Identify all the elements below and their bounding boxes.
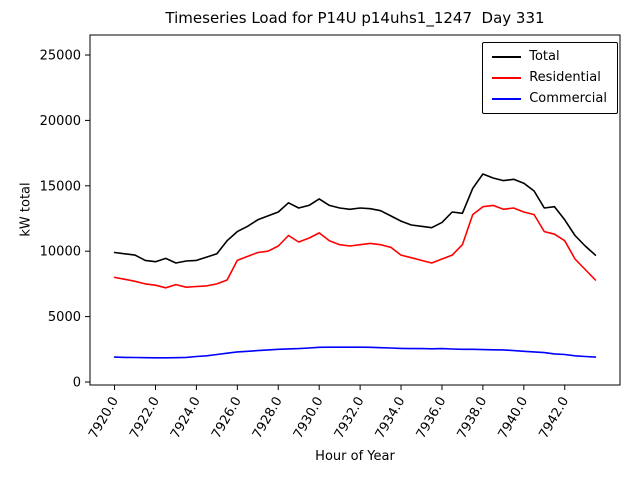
legend-label-residential: Residential xyxy=(529,70,601,85)
legend-swatch-total xyxy=(492,56,522,58)
legend-swatch-residential xyxy=(492,77,522,79)
y-tick-label: 15000 xyxy=(40,179,81,194)
series-line-total xyxy=(113,173,597,264)
legend-item-commercial: Commercial xyxy=(492,92,607,106)
x-tick-label: 7936.0 xyxy=(414,395,450,442)
y-tick-label: 0 xyxy=(73,375,81,390)
plot-border xyxy=(89,34,621,386)
x-axis-label: Hour of Year xyxy=(315,449,395,464)
y-axis-label: kW total xyxy=(18,182,34,237)
x-tick-label: 7932.0 xyxy=(332,395,368,442)
chart-title: Timeseries Load for P14U p14uhs1_1247 Da… xyxy=(165,9,545,27)
legend-swatch-commercial xyxy=(492,98,522,100)
x-tick-label: 7926.0 xyxy=(209,395,245,442)
x-tick-label: 7928.0 xyxy=(250,395,286,442)
x-tick-label: 7920.0 xyxy=(86,395,122,442)
x-tick-label: 7924.0 xyxy=(168,395,204,442)
legend-label-total: Total xyxy=(529,49,560,64)
y-tick-label: 5000 xyxy=(48,310,81,325)
x-tick-label: 7934.0 xyxy=(373,395,409,442)
y-tick-label: 10000 xyxy=(40,245,81,260)
series-line-residential xyxy=(113,204,597,289)
x-tick-label: 7938.0 xyxy=(455,395,491,442)
legend-item-total: Total xyxy=(492,50,607,64)
series-line-commercial xyxy=(113,346,597,359)
legend-label-commercial: Commercial xyxy=(529,91,607,106)
x-tick-label: 7942.0 xyxy=(536,395,572,442)
legend-item-residential: Residential xyxy=(492,71,607,85)
x-tick-label: 7940.0 xyxy=(496,395,532,442)
x-tick-label: 7930.0 xyxy=(291,395,327,442)
y-tick-label: 20000 xyxy=(40,114,81,129)
x-tick-label: 7922.0 xyxy=(127,395,163,442)
legend: Total Residential Commercial xyxy=(482,42,618,114)
y-tick-label: 25000 xyxy=(40,49,81,64)
